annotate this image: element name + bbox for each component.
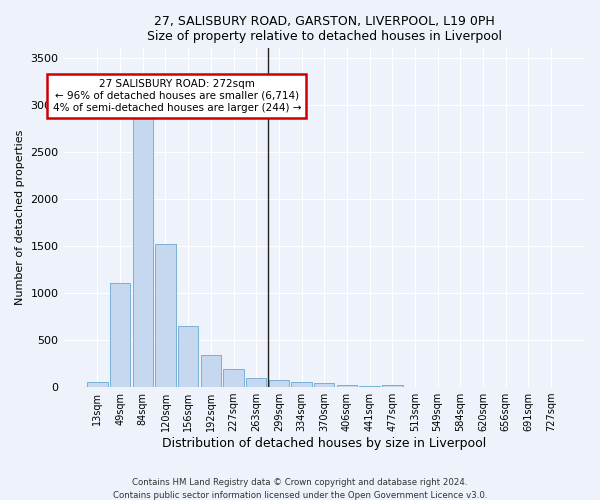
Bar [292, 382, 312, 387]
Bar [337, 384, 357, 387]
Bar [246, 378, 266, 387]
Bar [200, 354, 221, 387]
Y-axis label: Number of detached properties: Number of detached properties [15, 130, 25, 306]
Bar [382, 384, 403, 387]
Bar [110, 282, 130, 387]
Bar [314, 384, 334, 387]
Bar [223, 369, 244, 387]
Text: 27 SALISBURY ROAD: 272sqm
← 96% of detached houses are smaller (6,714)
4% of sem: 27 SALISBURY ROAD: 272sqm ← 96% of detac… [53, 80, 301, 112]
Bar [359, 386, 380, 387]
Bar [133, 112, 153, 387]
Bar [155, 244, 176, 387]
Bar [269, 380, 289, 387]
Bar [178, 326, 199, 387]
Text: Contains HM Land Registry data © Crown copyright and database right 2024.
Contai: Contains HM Land Registry data © Crown c… [113, 478, 487, 500]
Title: 27, SALISBURY ROAD, GARSTON, LIVERPOOL, L19 0PH
Size of property relative to det: 27, SALISBURY ROAD, GARSTON, LIVERPOOL, … [147, 15, 502, 43]
X-axis label: Distribution of detached houses by size in Liverpool: Distribution of detached houses by size … [162, 437, 487, 450]
Bar [87, 382, 107, 387]
